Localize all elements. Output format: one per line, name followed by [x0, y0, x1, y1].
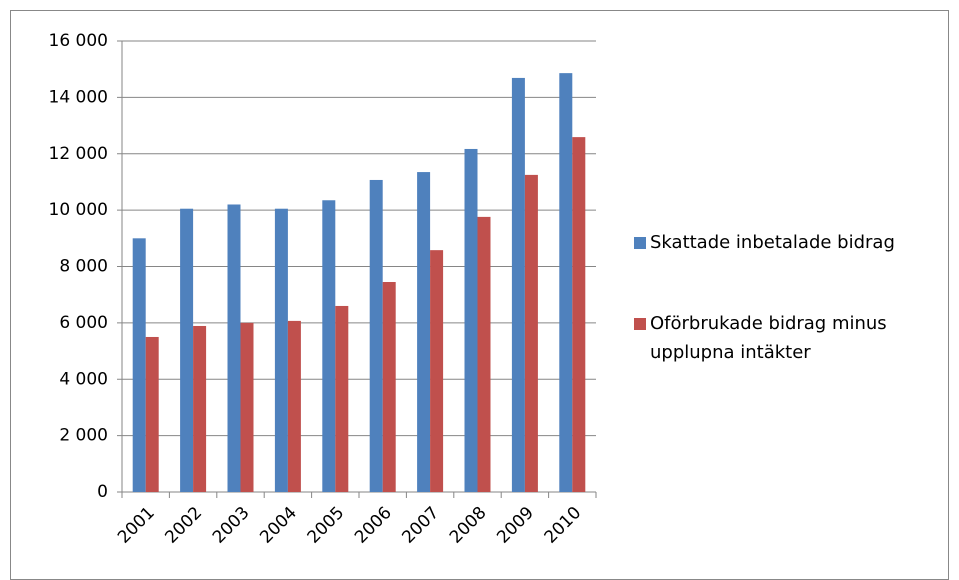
bar — [274, 208, 288, 492]
bar — [464, 148, 478, 492]
bar — [227, 204, 241, 493]
x-tick-label: 2009 — [493, 503, 538, 548]
bar — [180, 208, 194, 492]
bar — [430, 250, 444, 492]
bar — [572, 137, 586, 492]
y-tick-label: 14 000 — [49, 87, 108, 107]
x-tick-label: 2007 — [398, 503, 443, 548]
bar — [524, 174, 538, 492]
legend-label: Skattade inbetalade bidrag — [650, 232, 895, 253]
bar — [132, 238, 146, 492]
x-tick-label: 2010 — [541, 503, 586, 548]
x-tick-label: 2002 — [161, 503, 206, 548]
y-tick-label: 4 000 — [59, 369, 108, 389]
x-tick-label: 2004 — [256, 503, 301, 548]
bar — [382, 282, 396, 492]
x-tick-label: 2005 — [304, 503, 349, 548]
legend-swatch — [634, 318, 646, 330]
bar — [240, 322, 254, 492]
y-tick-label: 16 000 — [49, 31, 108, 51]
legend-swatch — [634, 237, 646, 249]
bar — [477, 216, 491, 492]
bar — [369, 179, 383, 493]
bar — [417, 172, 431, 492]
x-tick-label: 2003 — [209, 503, 254, 548]
y-tick-label: 12 000 — [49, 144, 108, 164]
x-tick-label: 2006 — [351, 503, 396, 548]
bar — [511, 77, 525, 492]
bar — [287, 320, 301, 492]
y-tick-label: 10 000 — [49, 200, 108, 220]
y-tick-label: 2 000 — [59, 426, 108, 446]
x-tick-label: 2008 — [446, 503, 491, 548]
bar — [193, 325, 207, 492]
y-tick-label: 6 000 — [59, 313, 108, 333]
bar — [145, 336, 159, 492]
bar — [322, 200, 336, 492]
y-tick-label: 8 000 — [59, 257, 108, 277]
y-tick-label: 0 — [97, 482, 108, 502]
x-tick-label: 2001 — [114, 503, 159, 548]
bar — [335, 305, 349, 492]
legend-label: Oförbrukade bidrag minus upplupna intäkt… — [650, 313, 887, 363]
bar — [559, 73, 573, 492]
